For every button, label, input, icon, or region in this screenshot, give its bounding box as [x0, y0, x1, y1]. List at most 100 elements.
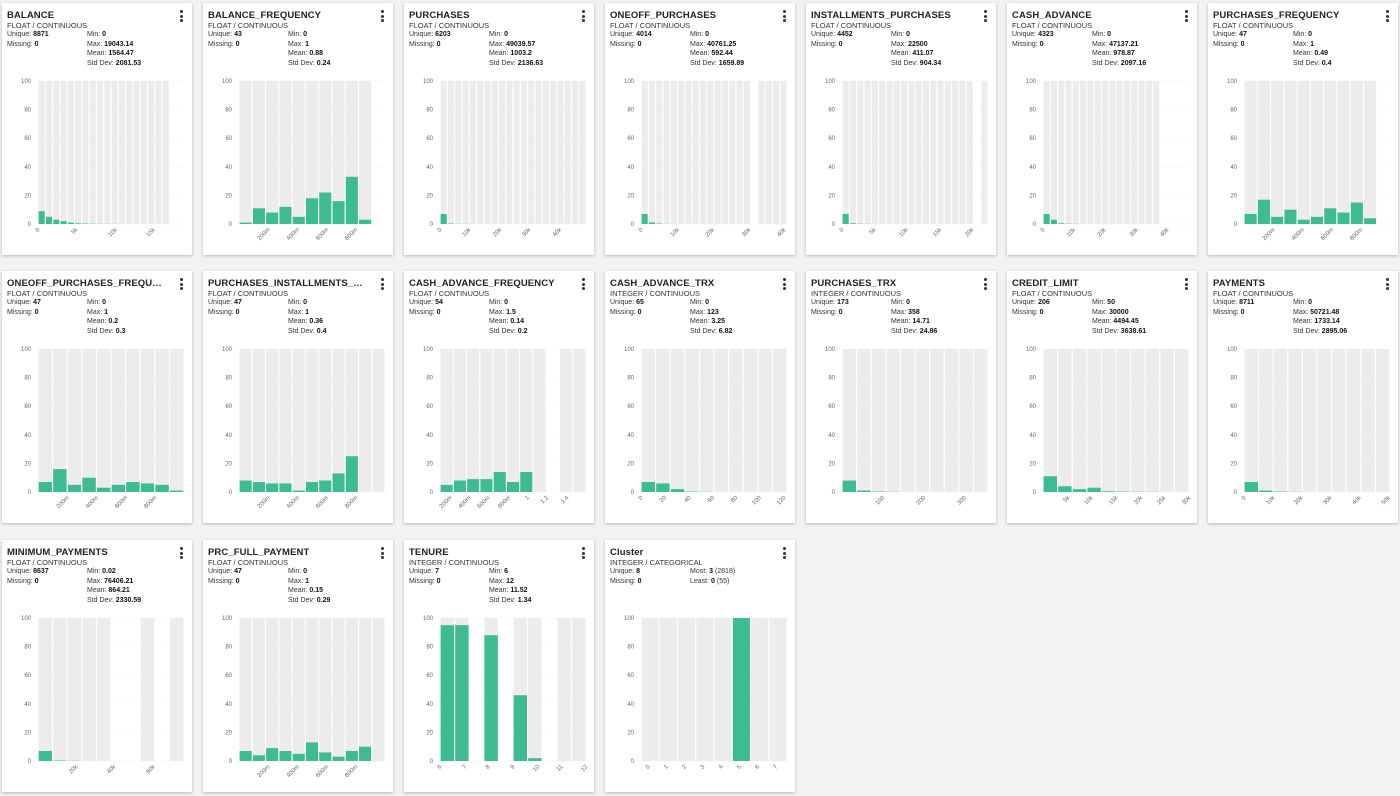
column-card-purchases[interactable]: PURCHASES FLOAT / CONTINUOUS Unique: 620…	[404, 3, 594, 255]
stat-max: 49039.57	[506, 40, 536, 48]
more-options-icon[interactable]	[178, 547, 184, 559]
histogram-bar	[345, 176, 358, 224]
bar-background	[1138, 81, 1145, 224]
y-tick-label: 20	[426, 730, 433, 736]
bar-background	[239, 81, 252, 224]
column-card-payments[interactable]: PAYMENTS FLOAT / CONTINUOUS Unique: 8711…	[1208, 271, 1398, 523]
bar-background	[557, 81, 564, 224]
stat-max: 1	[1310, 40, 1315, 48]
bar-background	[700, 349, 714, 492]
stats-right: Min: 0 Max: 50721.48 Mean: 1733.14 Std D…	[1293, 299, 1348, 335]
column-card-cash-advance-frequency[interactable]: CASH_ADVANCE_FREQUENCY FLOAT / CONTINUOU…	[404, 271, 594, 523]
y-tick-label: 80	[1230, 108, 1237, 114]
x-tick-label: 200m	[257, 764, 272, 779]
column-card-cash-advance[interactable]: CASH_ADVANCE FLOAT / CONTINUOUS Unique: …	[1007, 3, 1197, 255]
more-options-icon[interactable]	[580, 278, 586, 290]
bar-background	[506, 81, 513, 224]
column-card-purchases-trx[interactable]: PURCHASES_TRX INTEGER / CONTINUOUS Uniqu…	[806, 271, 996, 523]
more-options-icon[interactable]	[379, 10, 385, 22]
stats-right: Min: 0 Max: 1.5 Mean: 0.14 Std Dev: 0.2	[489, 299, 528, 335]
bar-background	[937, 81, 944, 224]
bar-background	[440, 349, 453, 492]
more-options-icon[interactable]	[1384, 278, 1390, 290]
histogram-bar	[38, 481, 52, 492]
bar-background	[678, 81, 685, 224]
more-options-icon[interactable]	[982, 10, 988, 22]
x-tick-label: 10k	[670, 226, 682, 238]
column-type: FLOAT / CONTINUOUS	[7, 558, 88, 567]
stats-left: Unique: 47 Missing: 0	[1213, 31, 1247, 48]
x-tick-label: 200m	[439, 495, 454, 510]
stat-mean: 11.52	[510, 587, 528, 594]
column-card-installments-purchases[interactable]: INSTALLMENTS_PURCHASES FLOAT / CONTINUOU…	[806, 3, 996, 255]
column-card-prc-full-payment[interactable]: PRC_FULL_PAYMENT FLOAT / CONTINUOUS Uniq…	[203, 540, 393, 792]
bar-background	[67, 81, 74, 224]
y-tick-label: 20	[225, 193, 232, 199]
bar-background	[155, 349, 169, 492]
more-options-icon[interactable]	[580, 547, 586, 559]
column-card-tenure[interactable]: TENURE INTEGER / CONTINUOUS Unique: 7 Mi…	[404, 540, 594, 792]
column-title: MINIMUM_PAYMENTS	[7, 547, 108, 558]
y-tick-label: 100	[21, 347, 32, 353]
bar-background	[564, 81, 571, 224]
bar-background	[252, 349, 265, 492]
x-tick-label: 80	[730, 495, 739, 504]
stat-max: 19043.14	[104, 40, 134, 48]
x-tick-label: 800m	[344, 227, 359, 242]
bar-background	[901, 349, 915, 492]
column-card-minimum-payments[interactable]: MINIMUM_PAYMENTS FLOAT / CONTINUOUS Uniq…	[2, 540, 192, 792]
more-options-icon[interactable]	[379, 547, 385, 559]
column-card-cluster[interactable]: Cluster INTEGER / CATEGORICAL Unique: 8 …	[605, 540, 795, 792]
stat-mean: 4494.45	[1113, 318, 1139, 325]
more-options-icon[interactable]	[1384, 10, 1390, 22]
bar-background	[292, 81, 305, 224]
more-options-icon[interactable]	[781, 547, 787, 559]
more-options-icon[interactable]	[1183, 278, 1189, 290]
more-options-icon[interactable]	[982, 278, 988, 290]
x-tick-label: 0	[1241, 495, 1248, 502]
y-tick-label: 100	[825, 347, 836, 353]
stat-max: 1	[305, 308, 310, 316]
column-card-oneoff-purchases-frequency[interactable]: ONEOFF_PURCHASES_FREQUENCY FLOAT / CONTI…	[2, 271, 192, 523]
column-card-oneoff-purchases[interactable]: ONEOFF_PURCHASES FLOAT / CONTINUOUS Uniq…	[605, 3, 795, 255]
stat-mean: 0.49	[1314, 50, 1329, 57]
y-tick-label: 80	[1230, 376, 1237, 382]
more-options-icon[interactable]	[580, 10, 586, 22]
y-tick-label: 40	[828, 165, 835, 171]
stat-min: 0	[303, 568, 308, 575]
bar-background	[901, 81, 908, 224]
column-card-purchases-installments-fre[interactable]: PURCHASES_INSTALLMENTS_FRE... FLOAT / CO…	[203, 271, 393, 523]
x-tick-label: 800m	[143, 495, 158, 510]
more-options-icon[interactable]	[379, 278, 385, 290]
stat-min: 0	[303, 299, 308, 306]
y-tick-label: 0	[28, 759, 32, 765]
stats-right: Min: 50 Max: 30000 Mean: 4494.45 Std Dev…	[1092, 299, 1147, 335]
histogram-bar	[484, 635, 498, 761]
histogram-bar	[467, 479, 480, 492]
column-card-credit-limit[interactable]: CREDIT_LIMIT FLOAT / CONTINUOUS Unique: …	[1007, 271, 1197, 523]
more-options-icon[interactable]	[1183, 10, 1189, 22]
column-card-balance[interactable]: BALANCE FLOAT / CONTINUOUS Unique: 8871 …	[2, 3, 192, 255]
column-card-cash-advance-trx[interactable]: CASH_ADVANCE_TRX INTEGER / CONTINUOUS Un…	[605, 271, 795, 523]
y-tick-label: 20	[24, 461, 31, 467]
bar-background	[952, 81, 959, 224]
bar-background	[1094, 81, 1101, 224]
bar-background	[1244, 81, 1257, 224]
column-card-purchases-frequency[interactable]: PURCHASES_FREQUENCY FLOAT / CONTINUOUS U…	[1208, 3, 1398, 255]
histogram-bar	[60, 221, 67, 224]
more-options-icon[interactable]	[178, 10, 184, 22]
stats-left: Unique: 47 Missing: 0	[7, 299, 41, 316]
bar-background	[743, 349, 758, 492]
x-tick-label: 12	[580, 764, 589, 773]
x-tick-label: 5k	[1063, 494, 1072, 503]
more-options-icon[interactable]	[781, 10, 787, 22]
stat-std-dev: 2097.16	[1120, 59, 1147, 67]
bar-background	[148, 81, 155, 224]
column-card-balance-frequency[interactable]: BALANCE_FREQUENCY FLOAT / CONTINUOUS Uni…	[203, 3, 393, 255]
more-options-icon[interactable]	[178, 278, 184, 290]
bar-background	[319, 349, 332, 492]
more-options-icon[interactable]	[781, 278, 787, 290]
column-title: BALANCE	[7, 10, 55, 21]
histogram-bar	[1072, 489, 1087, 492]
bar-background	[857, 81, 864, 224]
